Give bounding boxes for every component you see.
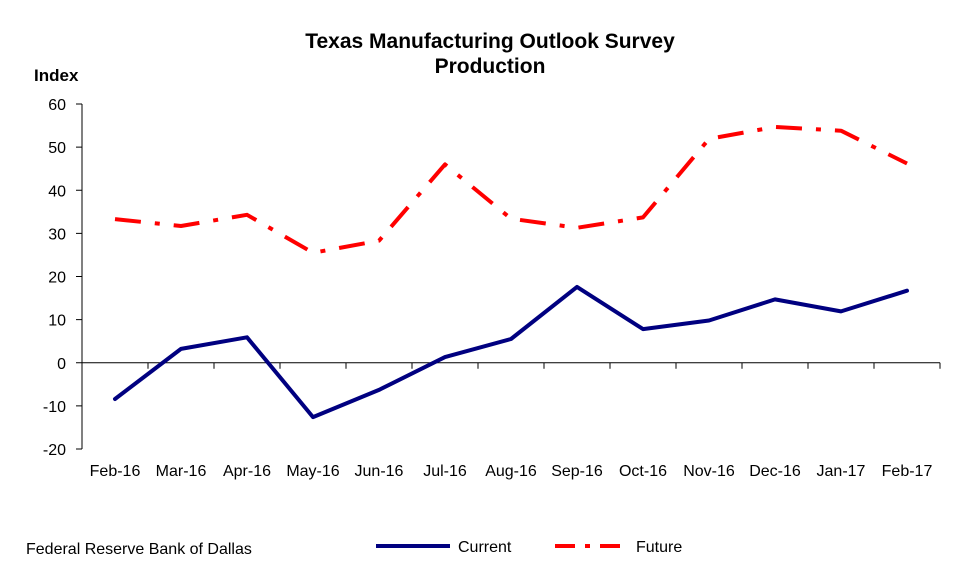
- x-tick-label: Mar-16: [156, 463, 207, 480]
- x-tick-label: Aug-16: [485, 463, 537, 480]
- x-tick-label: Jun-16: [355, 463, 404, 480]
- axes: 60 50 40 30 20 10 0 -10 -20 Feb-16 Mar-16 Apr-16 May…: [43, 97, 941, 480]
- x-tick-label: Dec-16: [749, 463, 801, 480]
- x-tick-label: Feb-17: [882, 463, 933, 480]
- legend-label-current: Current: [458, 539, 512, 556]
- x-tick-label: Jan-17: [817, 463, 866, 480]
- legend-label-future: Future: [636, 539, 682, 556]
- series-lines: [113, 124, 909, 420]
- series-line-current: [113, 284, 909, 420]
- x-tick-label: Oct-16: [619, 463, 667, 480]
- y-tick-label: 10: [48, 313, 66, 330]
- x-tick-label: May-16: [286, 463, 339, 480]
- chart-title: Texas Manufacturing Outlook Survey: [305, 30, 675, 53]
- x-tick-label: Jul-16: [423, 463, 467, 480]
- x-tick-label: Sep-16: [551, 463, 603, 480]
- series-line-future: [114, 124, 908, 255]
- x-tick-label: Nov-16: [683, 463, 735, 480]
- y-axis-label: Index: [34, 66, 79, 85]
- y-tick-label: 20: [48, 270, 66, 287]
- y-tick-label: -20: [43, 442, 66, 459]
- source-note: Federal Reserve Bank of Dallas: [26, 541, 252, 558]
- x-tick-label: Apr-16: [223, 463, 271, 480]
- chart-subtitle: Production: [435, 55, 546, 78]
- y-tick-label: 30: [48, 226, 66, 243]
- y-tick-label: 60: [48, 97, 66, 114]
- y-tick-label: -10: [43, 399, 66, 416]
- y-tick-label: 0: [57, 356, 66, 373]
- x-tick-label: Feb-16: [90, 463, 141, 480]
- legend: Current Future: [376, 539, 682, 556]
- y-tick-label: 50: [48, 140, 66, 157]
- y-tick-label: 40: [48, 183, 66, 200]
